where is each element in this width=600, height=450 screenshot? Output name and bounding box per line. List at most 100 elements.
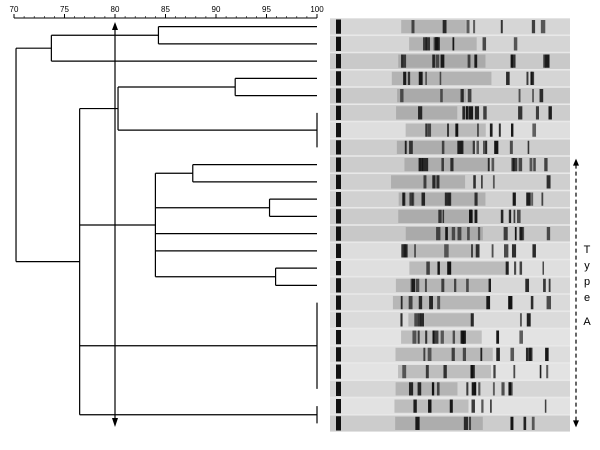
gel-band — [533, 158, 536, 172]
gel-band — [336, 19, 341, 34]
gel-band — [443, 365, 447, 379]
gel-band — [510, 347, 515, 361]
gel-band — [519, 261, 523, 275]
gel-band — [467, 89, 472, 103]
gel-band — [510, 123, 514, 137]
gel-band — [512, 192, 516, 206]
gel-band — [508, 209, 512, 223]
gel-band — [490, 399, 492, 413]
gel-band — [425, 37, 431, 51]
gel-band — [409, 192, 413, 206]
gel-band — [513, 209, 516, 223]
gel-band — [455, 123, 459, 137]
gel-band — [421, 192, 426, 206]
gel-band — [336, 192, 341, 207]
gel-band — [437, 296, 441, 310]
gel-band — [336, 278, 341, 293]
gel-band — [421, 158, 424, 172]
gel-band — [473, 175, 476, 189]
gel-band — [480, 347, 483, 361]
gel-band — [483, 140, 488, 154]
type-a-letter: A — [583, 316, 591, 328]
gel-band — [530, 296, 534, 310]
gel-band — [501, 382, 505, 396]
cutoff-arrow-down — [112, 418, 118, 427]
gel-band — [470, 313, 474, 327]
gel-band — [496, 330, 500, 344]
scale-tick-label: 85 — [161, 5, 170, 14]
gel-band — [531, 416, 535, 430]
gel-band — [532, 89, 534, 103]
gel-band — [336, 226, 341, 241]
gel-band — [474, 106, 480, 120]
gel-band — [402, 244, 405, 258]
gel-band — [408, 382, 414, 396]
gel-band — [401, 244, 403, 258]
gel-lane — [330, 346, 570, 363]
gel-band — [336, 140, 341, 155]
gel-band — [461, 140, 464, 154]
gel-band — [531, 192, 534, 206]
gel-band — [336, 71, 341, 86]
gel-band — [510, 416, 514, 430]
gel-band — [427, 347, 432, 361]
scale-tick-label: 80 — [111, 5, 120, 14]
gel-band — [477, 123, 479, 137]
gel-band — [402, 365, 407, 379]
gel-band — [540, 20, 546, 34]
gel-band — [478, 382, 481, 396]
gel-band — [402, 192, 405, 206]
gel-band — [423, 175, 427, 189]
gel-band — [543, 54, 546, 68]
gel-smear — [398, 209, 471, 223]
gel-band — [506, 71, 510, 85]
gel-band — [336, 399, 341, 414]
gel-band — [508, 382, 513, 396]
gel-band — [424, 278, 427, 292]
bracket-arrow-down — [573, 420, 579, 428]
gel-band — [474, 54, 478, 68]
gel-band — [400, 313, 403, 327]
gel-band — [462, 106, 466, 120]
gel-band — [457, 140, 462, 154]
gel-band — [463, 416, 468, 430]
gel-band — [415, 416, 420, 430]
gel-lane — [330, 277, 570, 294]
gel-band — [426, 261, 430, 275]
gel-band — [447, 261, 452, 275]
gel-band — [423, 37, 427, 51]
gel-band — [548, 106, 552, 120]
scale-tick-label: 75 — [60, 5, 69, 14]
gel-band — [452, 37, 455, 51]
gel-band — [336, 174, 341, 189]
gel-band — [336, 54, 341, 69]
gel-band — [517, 209, 521, 223]
gel-band — [418, 106, 423, 120]
scale-tick-label: 90 — [212, 5, 221, 14]
gel-band — [427, 123, 432, 137]
gel-band — [491, 158, 495, 172]
gel-lane — [330, 363, 570, 380]
gel-band — [545, 347, 549, 361]
gel-band — [412, 330, 417, 344]
gel-smear — [391, 175, 466, 189]
gel-band — [438, 209, 442, 223]
gel-band — [474, 209, 478, 223]
gel-band — [523, 416, 527, 430]
gel-band — [492, 382, 495, 396]
gel-band — [475, 244, 480, 258]
gel-band — [441, 140, 445, 154]
gel-band — [432, 54, 435, 68]
gel-band — [519, 330, 523, 344]
gel-band — [518, 106, 523, 120]
gel-band — [440, 89, 443, 103]
gel-band — [514, 261, 517, 275]
similarity-scale: 70 75 80 85 90 95 100 — [10, 5, 324, 19]
gel-band — [412, 192, 415, 206]
gel-band — [400, 89, 404, 103]
gel-band — [531, 20, 536, 34]
gel-band — [500, 20, 503, 34]
gel-band — [418, 158, 422, 172]
gel-band — [336, 209, 341, 224]
gel-lane — [330, 70, 570, 87]
